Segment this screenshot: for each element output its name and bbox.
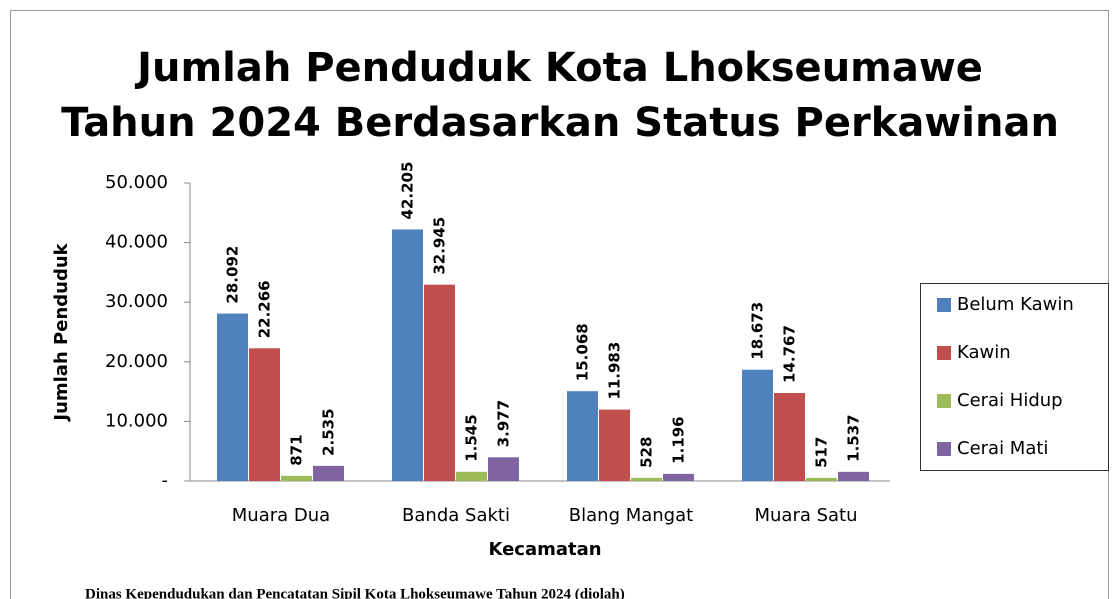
legend-label: Cerai Mati (957, 438, 1048, 459)
y-tick-label: 50.000 (105, 172, 168, 193)
data-label: 3.977 (495, 400, 513, 447)
data-label: 22.266 (256, 280, 274, 338)
legend-swatch (937, 298, 951, 312)
data-label: 18.673 (749, 302, 767, 360)
y-tick-label: 10.000 (105, 410, 168, 431)
bar (424, 284, 455, 481)
bar (806, 477, 837, 481)
bar (249, 348, 280, 481)
bar (599, 409, 630, 481)
data-label: 871 (288, 434, 306, 465)
source-note: Dinas Kependudukan dan Pencatatan Sipil … (85, 586, 625, 599)
x-tick-label: Muara Satu (754, 505, 857, 526)
legend-label: Belum Kawin (957, 294, 1074, 315)
y-tick-label: - (162, 470, 169, 491)
chart-title: Tahun 2024 Berdasarkan Status Perkawinan (61, 100, 1059, 146)
x-tick-label: Banda Sakti (402, 505, 510, 526)
bar (281, 475, 312, 481)
bar (217, 313, 248, 481)
x-tick-label: Blang Mangat (569, 505, 693, 526)
data-label: 2.535 (320, 408, 338, 455)
legend-label: Cerai Hidup (957, 390, 1063, 411)
y-axis-title: Jumlah Penduduk (51, 242, 72, 422)
bar (392, 229, 423, 481)
bar (456, 471, 487, 481)
bar (742, 369, 773, 481)
data-label: 11.983 (606, 342, 624, 400)
chart-title: Jumlah Penduduk Kota Lhokseumawe (134, 45, 983, 91)
legend-box (920, 283, 1109, 471)
data-label: 528 (638, 437, 656, 468)
bar (774, 392, 805, 481)
data-label: 32.945 (431, 217, 449, 275)
legend-swatch (937, 442, 951, 456)
legend-swatch (937, 394, 951, 408)
data-label: 1.196 (670, 416, 688, 463)
y-tick-label: 40.000 (105, 232, 168, 253)
data-label: 1.545 (463, 414, 481, 461)
data-label: 28.092 (224, 246, 242, 304)
legend-label: Kawin (957, 342, 1011, 363)
bar (313, 465, 344, 481)
bar (567, 391, 598, 481)
bar (488, 457, 519, 481)
x-tick-label: Muara Dua (232, 505, 330, 526)
legend-swatch (937, 346, 951, 360)
data-label: 15.068 (574, 323, 592, 381)
bar (838, 471, 869, 481)
bar (631, 477, 662, 481)
y-tick-label: 30.000 (105, 291, 168, 312)
data-label: 14.767 (781, 325, 799, 383)
data-label: 1.537 (845, 414, 863, 461)
y-tick-label: 20.000 (105, 351, 168, 372)
data-label: 517 (813, 437, 831, 468)
x-axis-title: Kecamatan (488, 539, 601, 560)
data-label: 42.205 (399, 162, 417, 220)
bar (663, 473, 694, 481)
